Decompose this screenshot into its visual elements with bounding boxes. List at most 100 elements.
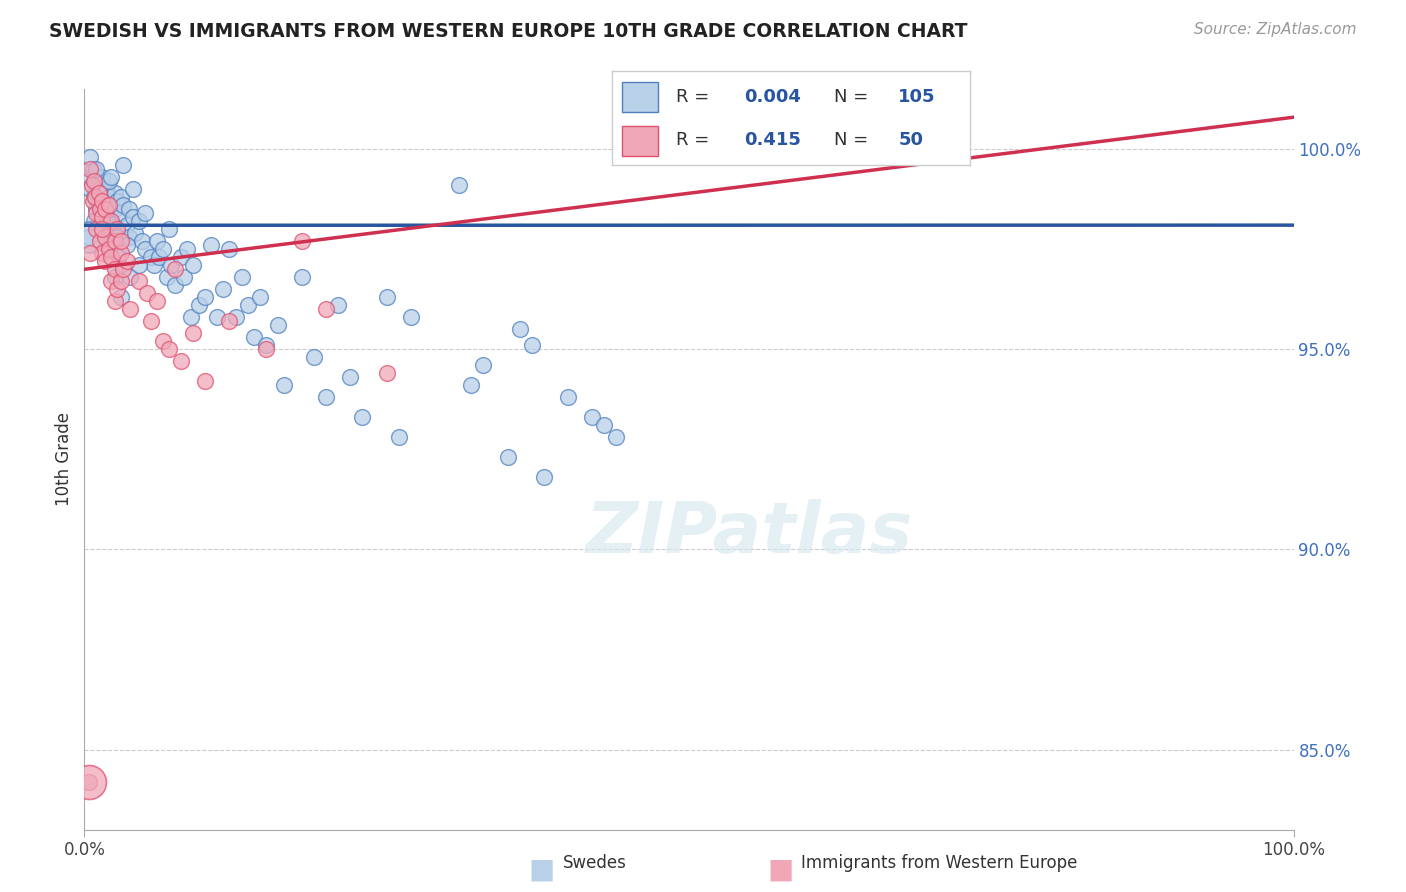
Text: 0.004: 0.004 <box>744 87 801 105</box>
Point <box>581 410 603 425</box>
Point <box>472 359 495 373</box>
Point <box>236 298 259 312</box>
Point <box>94 198 117 212</box>
Point <box>94 182 117 196</box>
Point <box>97 227 120 241</box>
Text: 105: 105 <box>898 87 936 105</box>
Point <box>593 418 616 433</box>
Point <box>375 290 398 304</box>
Point <box>181 258 204 272</box>
Point <box>557 390 579 404</box>
Point <box>254 338 277 352</box>
Text: ■: ■ <box>529 855 554 884</box>
Point <box>79 150 101 164</box>
Point <box>200 238 222 252</box>
Point <box>115 238 138 252</box>
Text: N =: N = <box>834 87 875 105</box>
Point <box>104 262 127 277</box>
Point <box>84 190 107 204</box>
Text: Swedes: Swedes <box>562 855 626 872</box>
Point <box>87 186 110 201</box>
Point <box>91 194 114 209</box>
Point <box>128 214 150 228</box>
Text: N =: N = <box>834 131 875 149</box>
Text: R =: R = <box>676 131 716 149</box>
Point <box>100 274 122 288</box>
Point <box>97 174 120 188</box>
Point <box>352 410 374 425</box>
Point <box>533 470 555 484</box>
Point <box>100 214 122 228</box>
Point <box>104 270 127 285</box>
Point <box>97 242 120 256</box>
Point <box>77 774 100 789</box>
Point <box>641 150 664 164</box>
Point <box>181 326 204 341</box>
Point <box>105 230 128 244</box>
Point <box>94 219 117 233</box>
Point <box>110 206 132 220</box>
Point <box>80 178 103 193</box>
Point <box>112 158 135 172</box>
Point <box>249 290 271 304</box>
Point <box>77 230 100 244</box>
Point <box>165 278 187 293</box>
Point <box>86 162 108 177</box>
Point <box>104 202 127 217</box>
Point <box>79 170 101 185</box>
Point <box>509 322 531 336</box>
Point <box>100 214 122 228</box>
Point <box>152 242 174 256</box>
Point <box>94 186 117 201</box>
Point <box>388 430 411 444</box>
Point <box>97 206 120 220</box>
Point <box>180 310 202 325</box>
Point <box>91 206 114 220</box>
Point <box>460 378 482 392</box>
Point <box>520 338 543 352</box>
Point <box>86 202 108 217</box>
Point <box>291 234 314 248</box>
Point <box>242 330 264 344</box>
Point <box>273 378 295 392</box>
Point <box>302 351 325 365</box>
Point <box>94 238 117 252</box>
Point <box>91 170 114 185</box>
Point <box>131 234 153 248</box>
Point <box>120 270 142 285</box>
Point <box>139 250 162 264</box>
Point <box>100 198 122 212</box>
Point <box>155 270 177 285</box>
Point <box>100 170 122 185</box>
Point <box>97 190 120 204</box>
Point <box>134 206 156 220</box>
Point <box>104 186 127 201</box>
Text: SWEDISH VS IMMIGRANTS FROM WESTERN EUROPE 10TH GRADE CORRELATION CHART: SWEDISH VS IMMIGRANTS FROM WESTERN EUROP… <box>49 22 967 41</box>
Point <box>148 250 170 264</box>
Point <box>121 182 143 196</box>
Point <box>254 343 277 357</box>
Point <box>146 234 169 248</box>
Point <box>157 343 180 357</box>
Point <box>89 182 111 196</box>
Point <box>89 194 111 209</box>
Point <box>86 206 108 220</box>
Point <box>104 294 127 309</box>
Text: ■: ■ <box>768 855 793 884</box>
Point <box>104 222 127 236</box>
Point <box>339 370 361 384</box>
Point <box>105 222 128 236</box>
Point <box>77 230 100 244</box>
Point <box>91 190 114 204</box>
Point <box>194 290 217 304</box>
Point <box>97 198 120 212</box>
Text: R =: R = <box>676 87 716 105</box>
FancyBboxPatch shape <box>623 82 658 112</box>
Point <box>91 222 114 236</box>
Point <box>83 174 105 188</box>
Point <box>128 274 150 288</box>
Point <box>89 234 111 248</box>
Point <box>231 270 253 285</box>
Point <box>160 258 183 272</box>
Text: ZIPatlas: ZIPatlas <box>586 499 912 568</box>
